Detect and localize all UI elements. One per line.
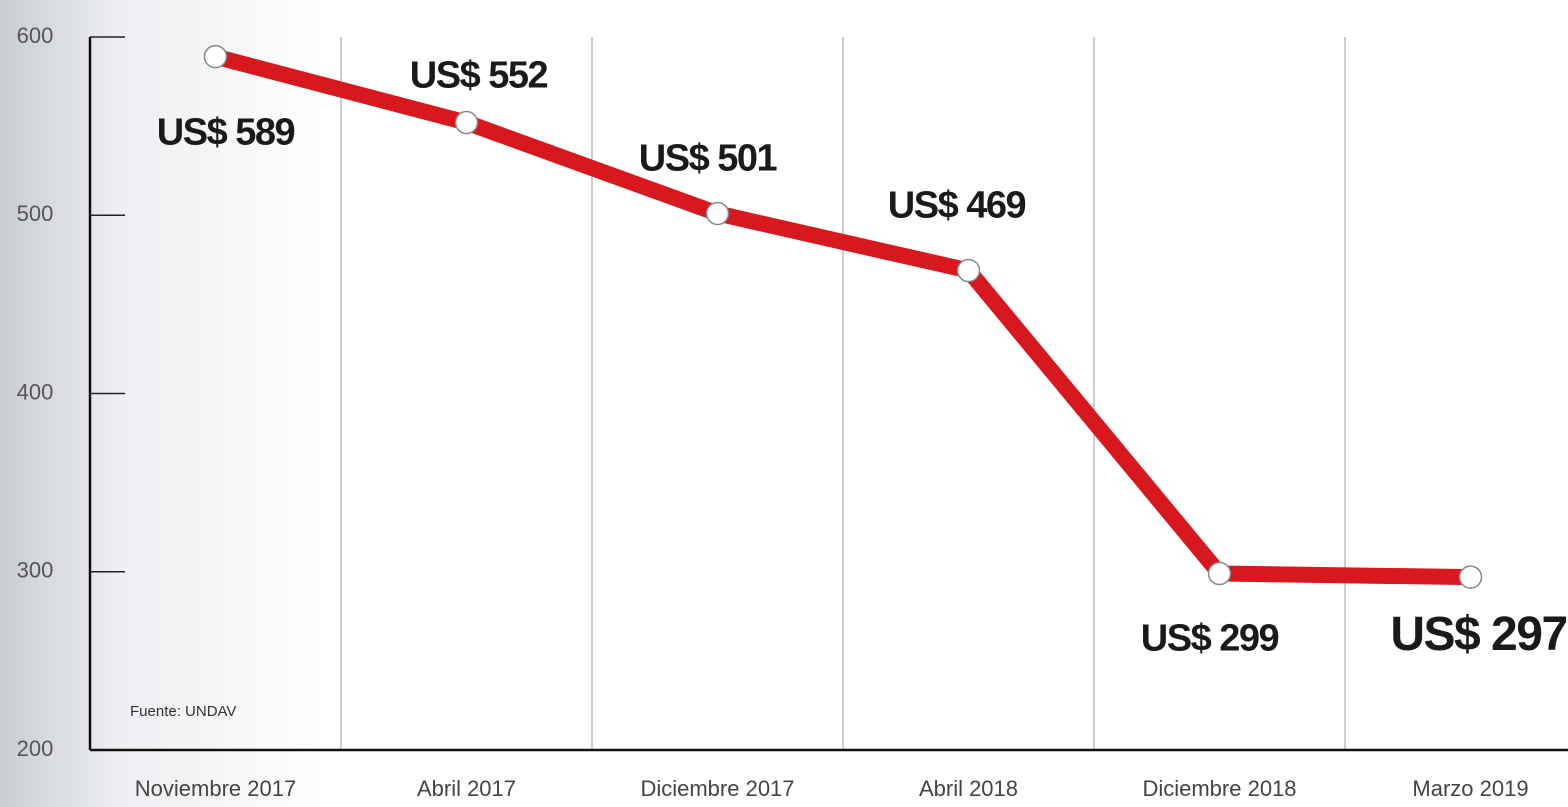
y-tick-label: 600 (17, 23, 54, 48)
x-tick-label: Diciembre 2018 (1142, 776, 1296, 801)
y-tick-label: 200 (17, 736, 54, 761)
y-tick-label: 400 (17, 379, 54, 404)
x-tick-label: Diciembre 2017 (640, 776, 794, 801)
value-label: US$ 297 (1390, 608, 1566, 661)
point-marker (1207, 561, 1232, 586)
source-note: Fuente: UNDAV (130, 703, 236, 720)
point-marker (203, 44, 228, 69)
y-tick-label: 300 (17, 558, 54, 583)
value-label: US$ 501 (639, 137, 778, 179)
background-fade (0, 0, 330, 807)
y-tick-label: 500 (17, 201, 54, 226)
x-tick-label: Abril 2017 (417, 776, 516, 801)
x-tick-label: Noviembre 2017 (135, 776, 296, 801)
line-series (213, 48, 1471, 586)
value-label: US$ 589 (157, 112, 295, 154)
value-label: US$ 552 (410, 55, 548, 97)
value-label: US$ 299 (1141, 618, 1279, 660)
x-tick-label: Marzo 2019 (1412, 776, 1528, 801)
point-marker (956, 258, 981, 283)
point-marker (454, 110, 479, 135)
point-marker (705, 201, 730, 226)
x-tick-label: Abril 2018 (919, 776, 1018, 801)
value-label: US$ 469 (888, 185, 1026, 227)
point-marker (1458, 565, 1483, 589)
